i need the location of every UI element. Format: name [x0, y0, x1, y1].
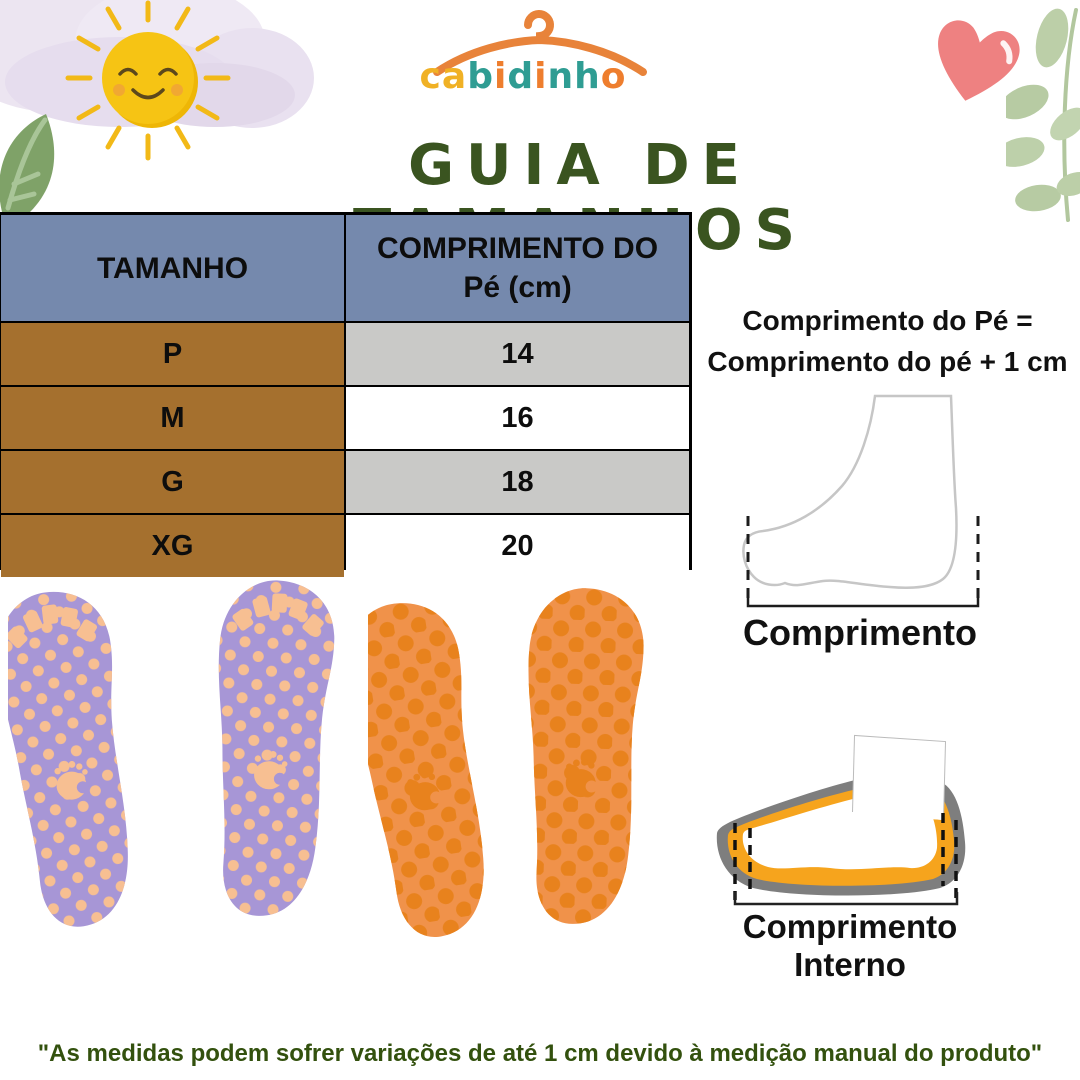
formula-line1: Comprimento do Pé = — [742, 305, 1033, 336]
formula-line2: Comprimento do pé + 1 cm — [707, 345, 1068, 377]
size-table-header-comprimento: COMPRIMENTO DO Pé (cm) — [346, 215, 689, 321]
sock-cross-section-drawing — [716, 734, 966, 906]
brand-letter: d — [507, 56, 535, 97]
sun-icon — [65, 0, 231, 161]
brand-letter: i — [534, 56, 548, 97]
brand-letter: h — [574, 56, 601, 97]
table-row-value: 14 — [346, 323, 689, 385]
measurement-dashes — [746, 516, 980, 600]
brand-letter: n — [547, 56, 575, 97]
internal-length-label: Comprimento Interno — [742, 908, 958, 983]
disclaimer-text: "As medidas podem sofrer variações de at… — [37, 1040, 1043, 1067]
table-row-size: G — [1, 451, 344, 513]
measurement-bracket — [746, 596, 980, 608]
foot-outline-drawing — [742, 394, 980, 608]
cloud-sun-decoration — [0, 0, 314, 161]
size-table-header-tamanho: TAMANHO — [1, 215, 344, 321]
size-table: TAMANHO COMPRIMENTO DO Pé (cm) P 14 M 16… — [0, 212, 692, 577]
leaf-right-icon — [1006, 8, 1080, 222]
brand-letter: i — [493, 56, 508, 97]
table-row-value: 18 — [346, 451, 689, 513]
brand-letter: a — [441, 56, 468, 97]
internal-measurement-dashes — [733, 813, 958, 900]
foot-length-label: Comprimento — [743, 612, 977, 653]
table-row-size: XG — [1, 515, 344, 577]
internal-measurement-bracket — [733, 892, 959, 906]
brand-wordmark: cabidinho — [403, 56, 643, 97]
purple-socks-photo — [8, 580, 335, 927]
table-row-value: 20 — [346, 515, 689, 577]
orange-socks-photo — [368, 588, 644, 937]
hanger-icon — [433, 10, 647, 76]
table-row-size: P — [1, 323, 344, 385]
leaf-left-icon — [0, 114, 55, 212]
brand-letter: o — [600, 56, 627, 97]
table-row-value: 16 — [346, 387, 689, 449]
heart-icon — [938, 20, 1020, 101]
table-row-size: M — [1, 387, 344, 449]
brand-letter: c — [419, 56, 442, 97]
formula-text: Comprimento do Pé = Comprimento do pé + … — [695, 301, 1080, 382]
brand-letter: b — [467, 56, 494, 97]
